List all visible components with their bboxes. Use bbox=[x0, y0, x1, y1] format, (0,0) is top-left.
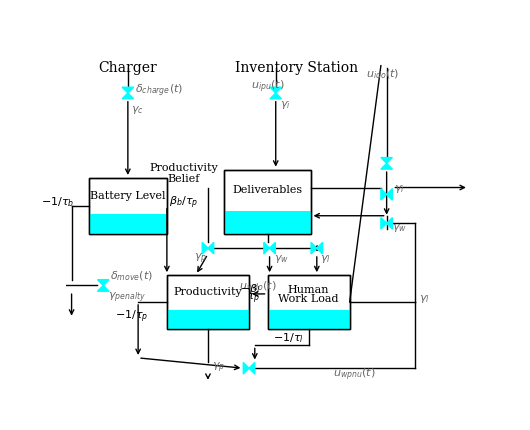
Text: $u_{wdo}(t)$: $u_{wdo}(t)$ bbox=[238, 280, 276, 293]
Bar bbox=[89, 178, 167, 234]
Text: Battery Level: Battery Level bbox=[90, 191, 165, 201]
Text: $u_{ido}(t)$: $u_{ido}(t)$ bbox=[366, 68, 400, 81]
Text: Inventory Station: Inventory Station bbox=[235, 61, 358, 75]
Text: $-1/\tau_p$: $-1/\tau_p$ bbox=[115, 308, 149, 325]
Text: $\gamma_l$: $\gamma_l$ bbox=[419, 293, 429, 305]
Text: $\gamma_i$: $\gamma_i$ bbox=[394, 184, 404, 195]
Text: $u_{ipu}(t)$: $u_{ipu}(t)$ bbox=[251, 79, 285, 95]
Bar bbox=[167, 275, 249, 329]
Polygon shape bbox=[270, 243, 275, 254]
Text: $\gamma_{penalty}$: $\gamma_{penalty}$ bbox=[108, 291, 146, 305]
Polygon shape bbox=[387, 218, 392, 229]
Bar bbox=[268, 310, 350, 329]
Polygon shape bbox=[387, 189, 392, 200]
Text: Productivity: Productivity bbox=[174, 287, 242, 297]
Polygon shape bbox=[249, 362, 255, 374]
Bar bbox=[89, 178, 167, 234]
Text: $-1/\tau_b$: $-1/\tau_b$ bbox=[41, 195, 75, 209]
Text: Human: Human bbox=[288, 285, 329, 295]
Polygon shape bbox=[381, 189, 387, 200]
Polygon shape bbox=[98, 286, 109, 291]
Text: $\tau_p$: $\tau_p$ bbox=[247, 292, 260, 306]
Polygon shape bbox=[122, 87, 134, 93]
Bar bbox=[167, 275, 249, 329]
Polygon shape bbox=[243, 362, 249, 374]
Polygon shape bbox=[270, 93, 281, 99]
Polygon shape bbox=[311, 243, 317, 254]
Bar bbox=[89, 214, 167, 234]
Bar bbox=[224, 169, 311, 234]
Text: $\gamma_l$: $\gamma_l$ bbox=[320, 252, 331, 264]
Polygon shape bbox=[270, 87, 281, 93]
Bar bbox=[268, 275, 350, 329]
Polygon shape bbox=[208, 243, 214, 254]
Text: $\gamma_i$: $\gamma_i$ bbox=[280, 99, 290, 111]
Polygon shape bbox=[381, 157, 392, 163]
Polygon shape bbox=[381, 163, 392, 169]
Text: $\delta_{move}(t)$: $\delta_{move}(t)$ bbox=[110, 270, 153, 283]
Text: Work Load: Work Load bbox=[278, 294, 339, 304]
Text: $\gamma_p$: $\gamma_p$ bbox=[212, 361, 225, 375]
Polygon shape bbox=[381, 218, 387, 229]
Bar bbox=[268, 275, 350, 329]
Text: $\beta_b/\tau_p$: $\beta_b/\tau_p$ bbox=[169, 194, 198, 211]
Text: Productivity
Belief: Productivity Belief bbox=[149, 163, 218, 184]
Polygon shape bbox=[317, 243, 323, 254]
Polygon shape bbox=[264, 243, 270, 254]
Text: Deliverables: Deliverables bbox=[233, 185, 303, 195]
Text: $u_{wpnu}(t)$: $u_{wpnu}(t)$ bbox=[333, 366, 376, 383]
Text: $\delta_{charge}(t)$: $\delta_{charge}(t)$ bbox=[135, 83, 183, 99]
Bar bbox=[167, 310, 249, 329]
Polygon shape bbox=[98, 280, 109, 286]
Text: $\gamma_p$: $\gamma_p$ bbox=[193, 252, 207, 266]
Bar bbox=[224, 169, 311, 234]
Text: $-1/\tau_l$: $-1/\tau_l$ bbox=[272, 331, 304, 345]
Text: $\gamma_w$: $\gamma_w$ bbox=[392, 222, 407, 234]
Polygon shape bbox=[202, 243, 208, 254]
Text: $\gamma_w$: $\gamma_w$ bbox=[273, 252, 289, 264]
Text: $-\beta_l$: $-\beta_l$ bbox=[240, 282, 260, 296]
Text: $\gamma_c$: $\gamma_c$ bbox=[131, 104, 144, 116]
Bar bbox=[224, 211, 311, 234]
Polygon shape bbox=[122, 93, 134, 99]
Text: Charger: Charger bbox=[99, 61, 157, 75]
